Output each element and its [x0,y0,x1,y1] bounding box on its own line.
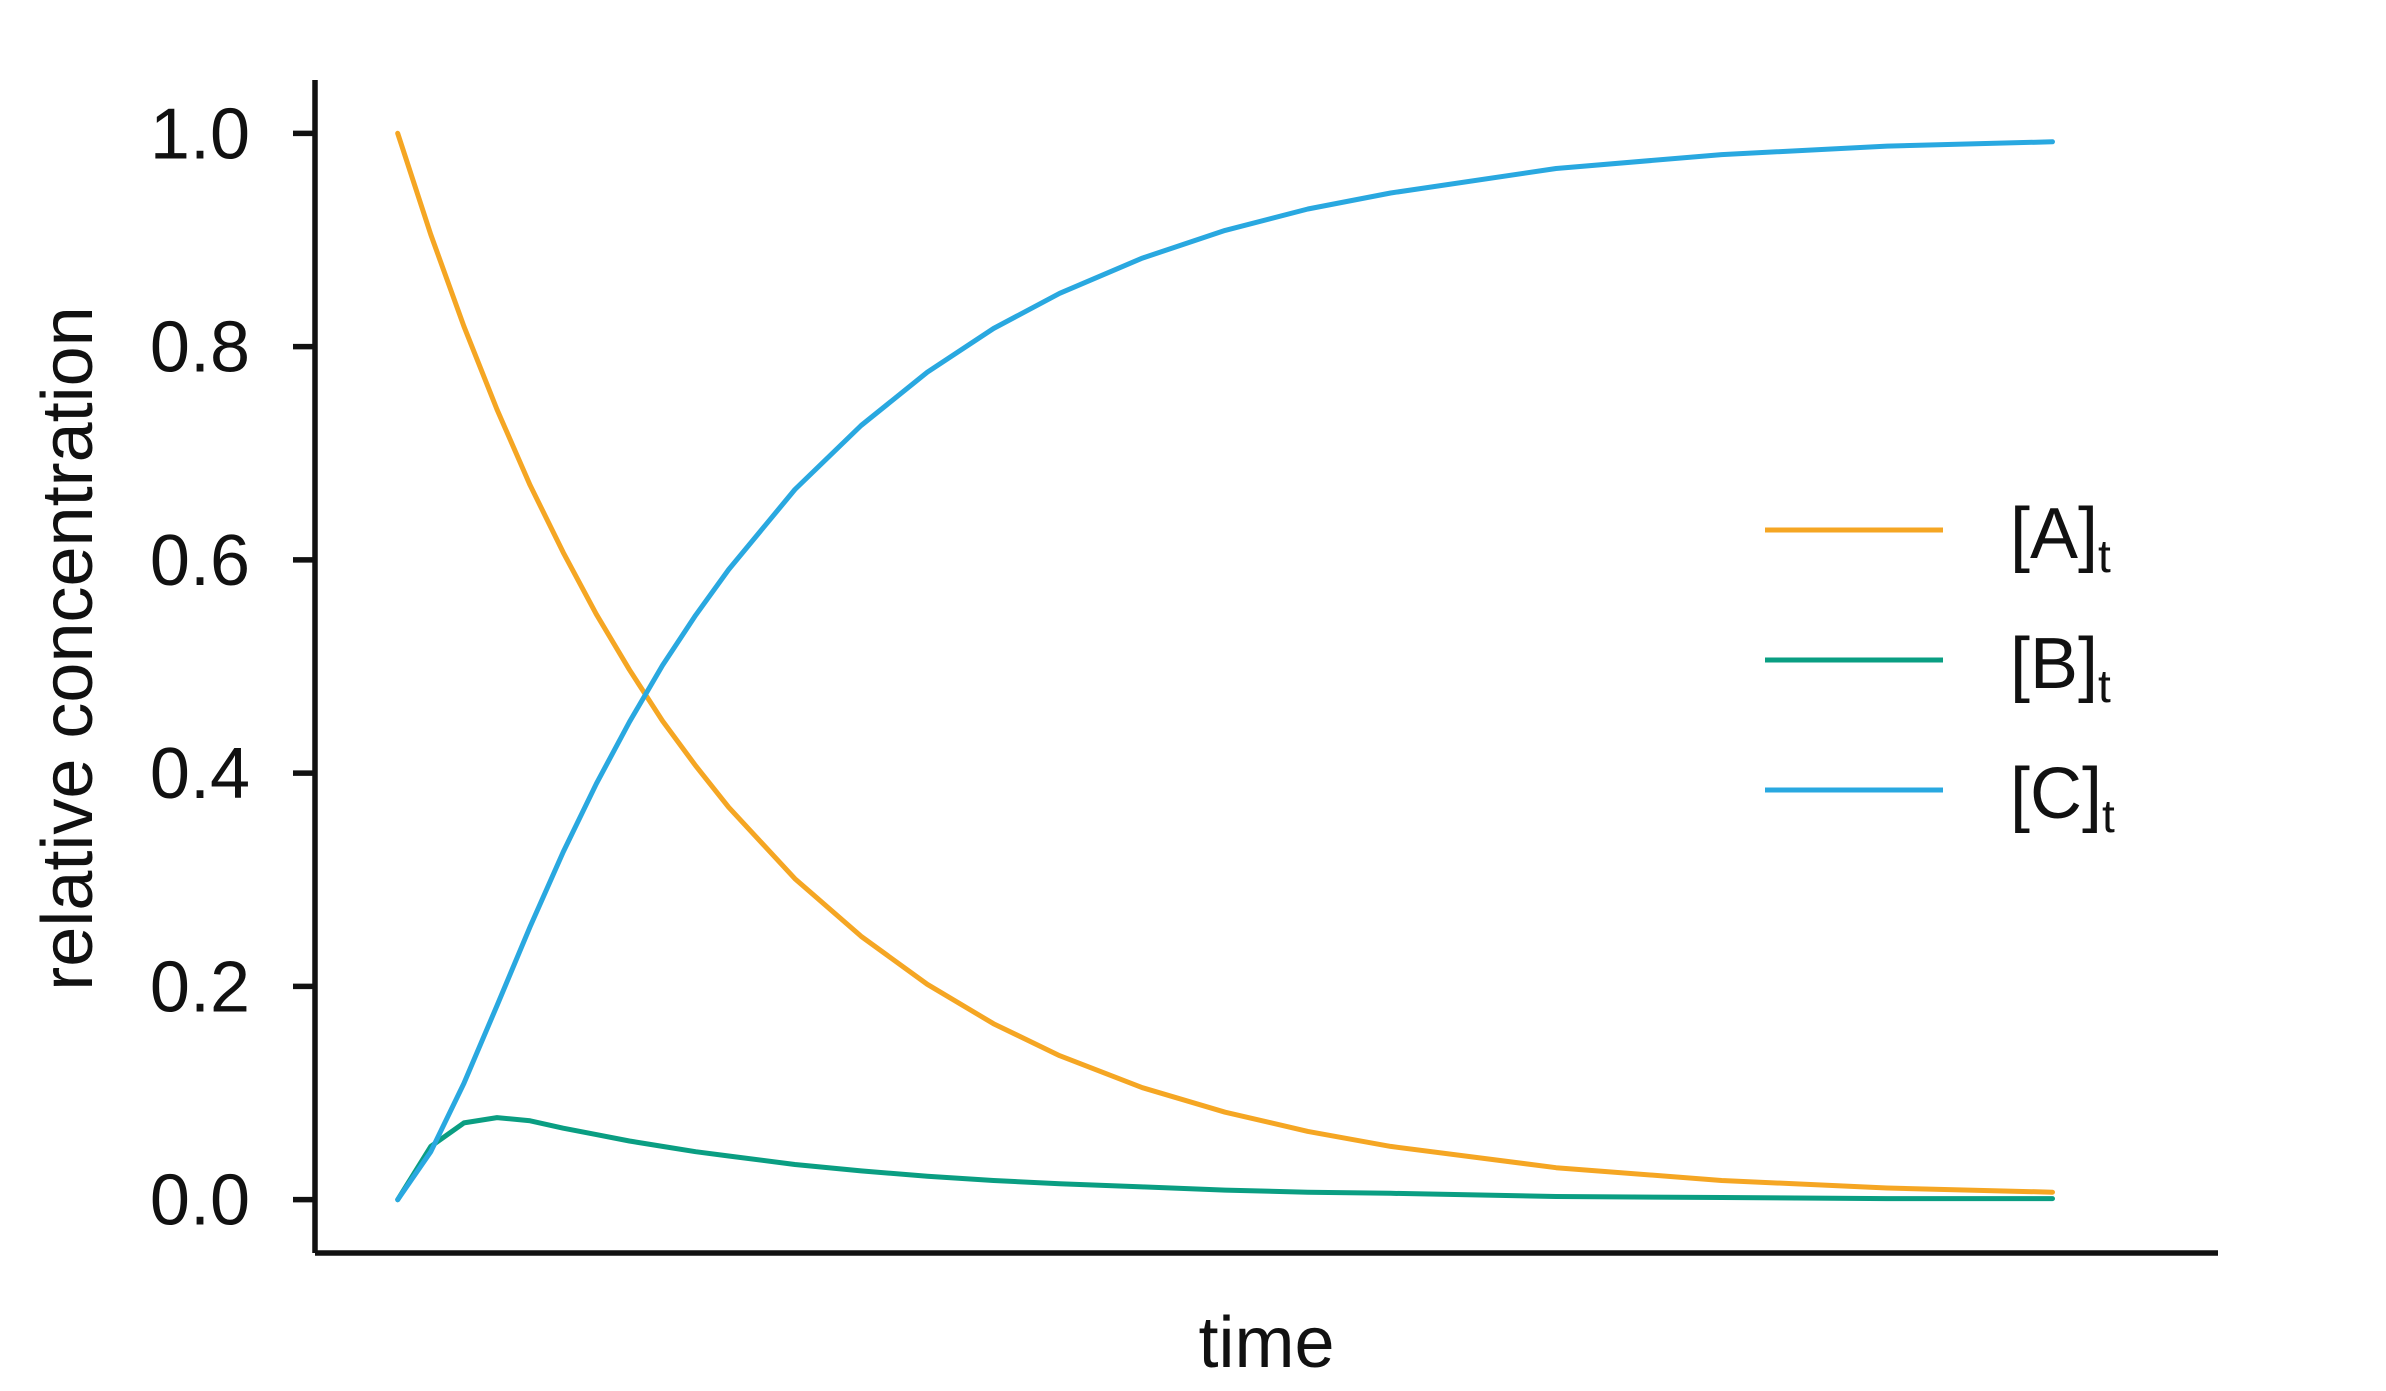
y-tick-label: 1.0 [150,94,250,174]
y-axis-title: relative concentration [28,306,108,990]
y-tick-label: 0.8 [150,308,250,388]
legend-label-1: [B]t [2010,624,2111,712]
x-axis-title: time [1198,1303,1334,1383]
y-tick-label: 0.0 [150,1161,250,1241]
series-line-0 [395,130,2055,1195]
axes: 0.0 0.2 0.4 0.6 0.8 1.0 [150,80,2218,1256]
series-line-1 [395,1115,2055,1203]
y-tick-label: 0.6 [150,521,250,601]
series-line-2 [395,139,2055,1203]
legend-label-0: [A]t [2010,494,2111,582]
legend: [A]t [B]t [C]t [1765,494,2115,842]
series-lines [395,130,2055,1203]
legend-label-2: [C]t [2010,754,2115,842]
y-tick-label: 0.4 [150,734,250,814]
y-tick-label: 0.2 [150,947,250,1027]
